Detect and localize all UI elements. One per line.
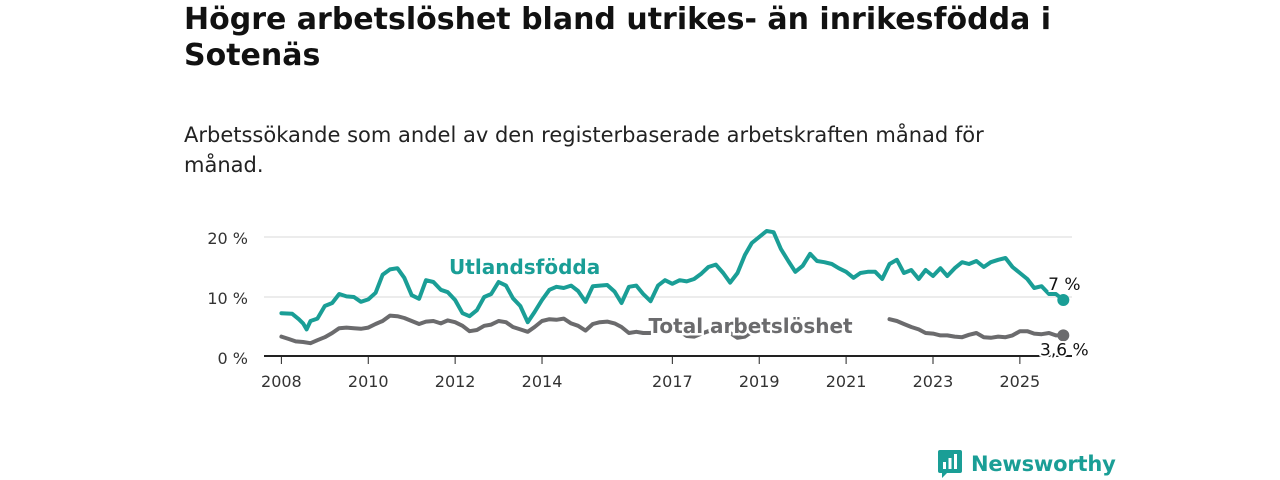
end-point-utlandsf-dda bbox=[1057, 294, 1070, 306]
x-tick-label: 2008 bbox=[261, 372, 302, 391]
x-tick-label: 2021 bbox=[826, 372, 867, 391]
y-tick-label: 10 % bbox=[207, 289, 248, 308]
x-tick-label: 2014 bbox=[522, 372, 563, 391]
newsworthy-brand: Newsworthy bbox=[937, 449, 1116, 479]
x-axis: 2008 2010 2012 2014 2017 2019 2021 2023 2025 bbox=[261, 355, 1072, 391]
newsworthy-logo-icon bbox=[938, 450, 962, 478]
y-tick-label: 0 % bbox=[218, 349, 248, 368]
end-label-total-arbetsl-shet: 3,6 % bbox=[1040, 340, 1089, 360]
chart-title: Högre arbetslöshet bland utrikes- än inr… bbox=[184, 2, 1052, 73]
series-line-total-arbetsl-shet-tail bbox=[887, 317, 1066, 340]
end-point-total-arbetsl-shet bbox=[1057, 329, 1070, 342]
x-tick-label: 2012 bbox=[435, 372, 476, 391]
grid-lines: 0 % 10 % 20 % bbox=[207, 229, 1072, 368]
chart-subtitle: Arbetssökande som andel av den registerb… bbox=[184, 123, 984, 177]
x-tick-label: 2023 bbox=[913, 372, 954, 391]
line-chart: 0 % 10 % 20 % 2008 2010 2012 2014 2017 2019 2021… bbox=[207, 229, 1091, 391]
series-label-total-arbetsl-shet: Total arbetslöshet bbox=[648, 314, 853, 338]
x-tick-label: 2025 bbox=[1000, 372, 1041, 391]
x-tick-label: 2010 bbox=[348, 372, 389, 391]
x-tick-label: 2017 bbox=[652, 372, 693, 391]
brand-name: Newsworthy bbox=[971, 452, 1116, 476]
y-tick-label: 20 % bbox=[207, 229, 248, 248]
x-tick-label: 2019 bbox=[739, 372, 780, 391]
series-label-utlandsf-dda: Utlandsfödda bbox=[449, 255, 600, 279]
series-line-total-arbetsl-shet bbox=[279, 313, 776, 346]
series-line-utlandsf-dda bbox=[279, 229, 1066, 332]
series-labels: Utlandsfödda 7 % Total arbetslöshet 3,6 % bbox=[447, 253, 1091, 363]
end-label-utlandsf-dda: 7 % bbox=[1048, 275, 1080, 295]
series-lines bbox=[279, 229, 1070, 346]
